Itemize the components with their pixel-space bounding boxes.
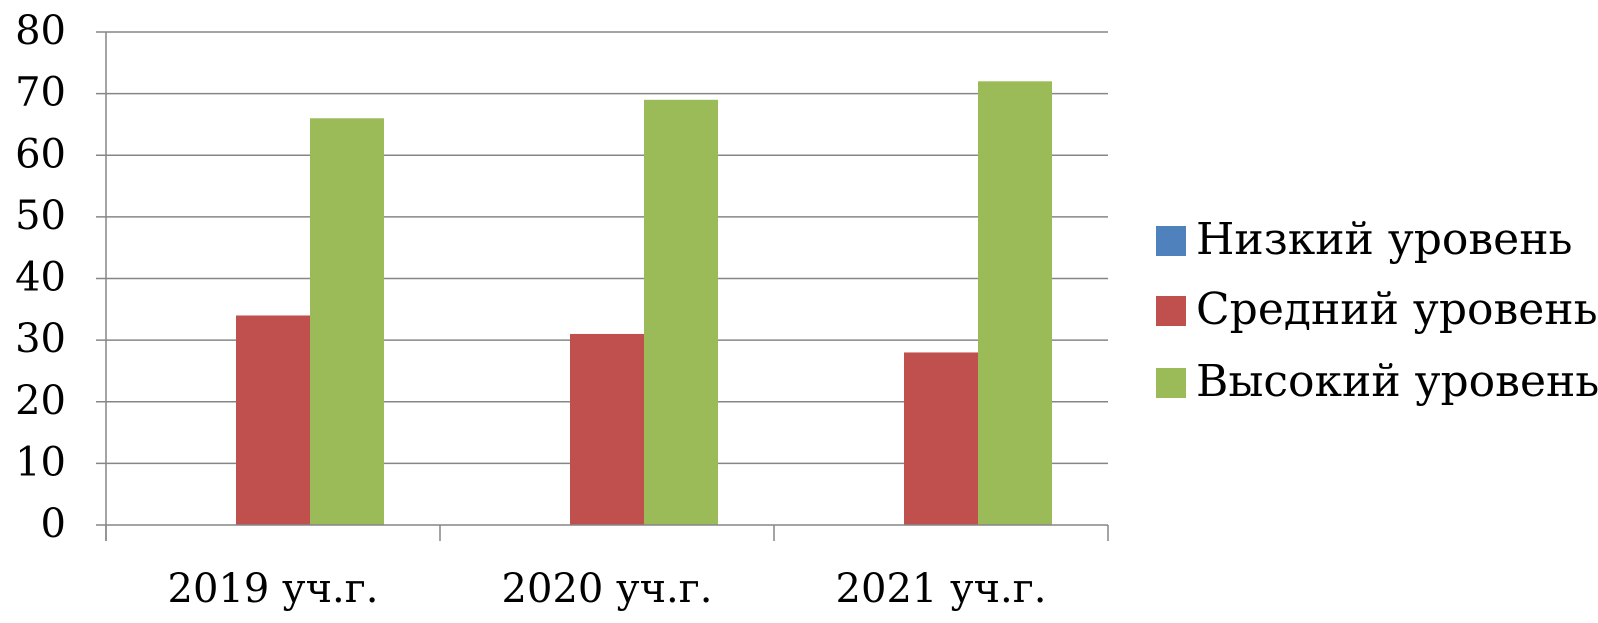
x-category-label: 2021 уч.г.: [836, 566, 1047, 612]
bars-group: [236, 81, 1052, 526]
y-tick-label: 60: [15, 131, 66, 177]
bar-2-1: [236, 315, 310, 525]
bar-2-2: [570, 333, 644, 525]
y-tick-label: 40: [15, 255, 66, 301]
y-tick-label: 10: [15, 439, 66, 485]
y-tick-labels: 0 10 20 30 40 50 60 70 80: [15, 8, 66, 547]
y-tick-label: 20: [15, 378, 66, 424]
legend: Низкий уровень Средний уровень Высокий уро…: [1156, 214, 1598, 407]
legend-swatch: [1156, 296, 1186, 326]
bar-2-3: [904, 352, 978, 525]
y-tick-label: 0: [41, 501, 66, 547]
bar-3-1: [310, 118, 384, 526]
legend-swatch: [1156, 226, 1186, 256]
x-tick-labels: 2019 уч.г. 2020 уч.г. 2021 уч.г.: [168, 566, 1047, 612]
y-tick-label: 70: [15, 70, 66, 116]
legend-label: Высокий уровень: [1196, 356, 1598, 407]
bar-3-3: [978, 81, 1052, 526]
x-category-label: 2020 уч.г.: [502, 566, 713, 612]
legend-label: Низкий уровень: [1196, 214, 1572, 265]
axes-group: [96, 32, 1109, 541]
y-tick-label: 30: [15, 316, 66, 362]
x-category-label: 2019 уч.г.: [168, 566, 379, 612]
bar-3-2: [644, 99, 718, 525]
legend-swatch: [1156, 368, 1186, 398]
y-tick-label: 50: [15, 193, 66, 239]
legend-label: Средний уровень: [1196, 284, 1598, 335]
y-tick-label: 80: [15, 8, 66, 54]
